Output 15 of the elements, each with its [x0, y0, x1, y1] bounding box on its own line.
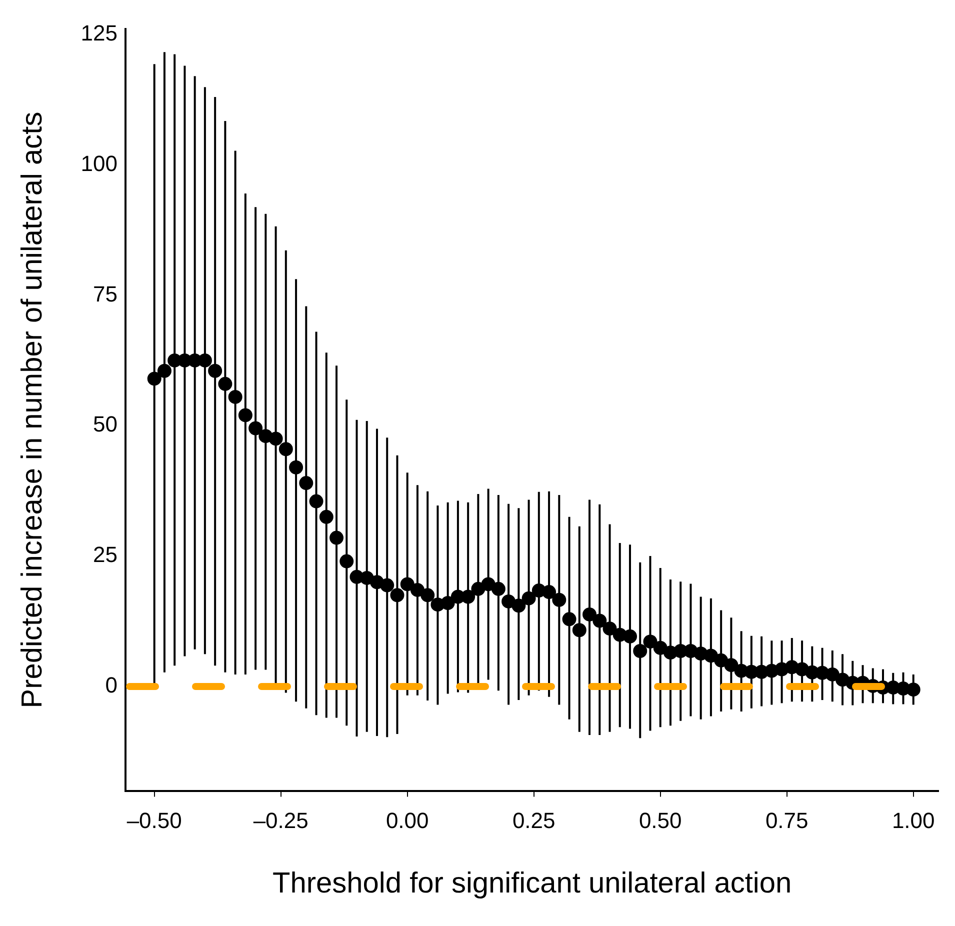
- y-tick-label: 125: [80, 20, 118, 46]
- x-axis-title: Threshold for significant unilateral action: [272, 868, 792, 900]
- x-tick-label: –0.25: [253, 808, 308, 834]
- y-axis-title: Predicted increase in number of unilateral acts: [16, 112, 48, 708]
- y-tick-label: 75: [93, 281, 118, 306]
- x-tick-label: 0.75: [765, 808, 808, 834]
- y-tick-label: 25: [93, 542, 118, 568]
- x-tick-label: –0.50: [126, 808, 182, 834]
- y-tick-label: 0: [105, 672, 118, 698]
- y-tick-label: 100: [80, 150, 118, 176]
- x-tick-label: 1.00: [892, 808, 935, 834]
- x-tick-label: 0.00: [386, 808, 429, 834]
- x-tick-label: 0.25: [512, 808, 556, 834]
- x-tick-label: 0.50: [638, 808, 682, 834]
- y-tick-label: 50: [93, 412, 118, 437]
